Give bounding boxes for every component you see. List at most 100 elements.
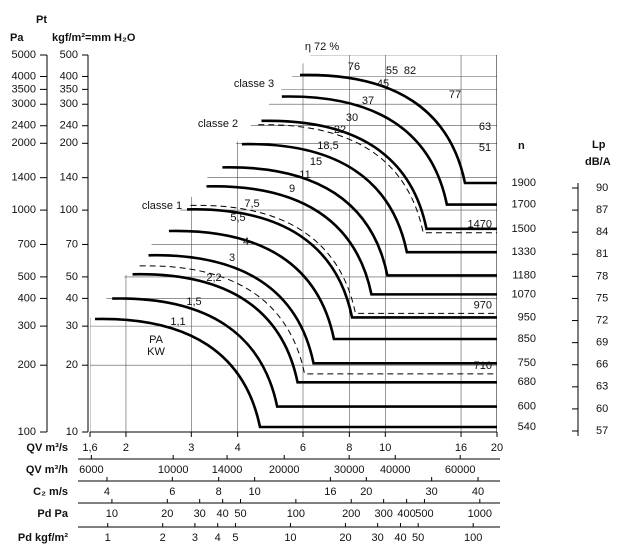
n-label: 540 <box>518 421 536 433</box>
x-tick-label: 6 <box>300 442 306 454</box>
n-label: 1700 <box>512 198 536 210</box>
x-axis-label: QV m³/s <box>26 442 68 454</box>
pa-tick-label: 2000 <box>12 137 36 149</box>
x-tick-label: 16 <box>324 486 336 498</box>
lp-tick-label: 63 <box>596 381 608 393</box>
fan-curve <box>187 208 497 319</box>
lp-tick-label: 78 <box>596 270 608 282</box>
kgf-tick-label: 240 <box>60 120 78 132</box>
x-tick-label: 4 <box>104 486 110 498</box>
kgf-tick-label: 10 <box>66 426 78 438</box>
power-label: 3 <box>229 252 235 264</box>
power-label: 2,2 <box>206 272 221 284</box>
x-tick-label: 500 <box>415 508 433 520</box>
kgf-tick-label: 500 <box>60 49 78 61</box>
n-dashed-label: 1470 <box>468 219 492 231</box>
lp-unit: dB/A <box>585 156 611 168</box>
n-label: 750 <box>518 357 536 369</box>
x-tick-label: 16 <box>455 442 467 454</box>
x-axis-label: Pd Pa <box>37 508 68 520</box>
x-axis-label: C₂ m/s <box>33 486 68 498</box>
n-label: 1330 <box>512 246 536 258</box>
power-label: 5,5 <box>230 212 245 224</box>
n-label: n <box>518 140 525 152</box>
x-axis-label: QV m³/h <box>26 464 68 476</box>
pa-tick-label: 500 <box>18 271 36 283</box>
x-tick-label: 2 <box>160 532 166 544</box>
lp-tick-label: 87 <box>596 204 608 216</box>
pa-tick-label: 4000 <box>12 70 36 82</box>
lp-label: Lp <box>592 139 606 151</box>
lp-tick-label: 57 <box>596 425 608 437</box>
x-tick-label: 10 <box>379 442 391 454</box>
fan-curve <box>241 142 497 254</box>
kgf-tick-label: 300 <box>60 98 78 110</box>
x-tick-label: 50 <box>412 532 424 544</box>
x-tick-label: 100 <box>464 532 482 544</box>
pa-tick-label: 700 <box>18 238 36 250</box>
x-tick-label: 1,6 <box>82 442 97 454</box>
lp-tick-label: 72 <box>596 314 608 326</box>
x-tick-label: 10 <box>249 486 261 498</box>
pa-tick-label: 300 <box>18 320 36 332</box>
lp-tick-label: 75 <box>596 292 608 304</box>
x-tick-label: 30000 <box>334 464 365 476</box>
kgf-tick-label: 30 <box>66 320 78 332</box>
kgf-tick-label: 400 <box>60 70 78 82</box>
pa-tick-label: 200 <box>18 359 36 371</box>
fan-curve <box>168 229 497 341</box>
x-tick-label: 1 <box>105 532 111 544</box>
x-tick-label: 20 <box>360 486 372 498</box>
pa-tick-label: 100 <box>18 426 36 438</box>
power-label: 55 <box>386 65 398 77</box>
fan-curve <box>112 297 497 408</box>
x-tick-label: 10000 <box>158 464 189 476</box>
n-dashed-label: 710 <box>474 360 492 372</box>
lp-tick-label: 66 <box>596 359 608 371</box>
pa-tick-label: 1400 <box>12 172 36 184</box>
x-tick-label: 2 <box>123 442 129 454</box>
n-label: 950 <box>518 311 536 323</box>
fan-curve <box>94 317 497 429</box>
x-tick-label: 4 <box>215 532 221 544</box>
x-tick-label: 6000 <box>79 464 103 476</box>
efficiency-label: 63 <box>479 121 491 133</box>
power-label: 30 <box>346 112 358 124</box>
x-tick-label: 10 <box>106 508 118 520</box>
power-label: 45 <box>377 78 389 90</box>
n-dashed-label: 970 <box>474 299 492 311</box>
x-tick-label: 30 <box>426 486 438 498</box>
power-label: 22 <box>334 124 346 136</box>
pa-tick-label: 5000 <box>12 49 36 61</box>
x-tick-label: 40000 <box>380 464 411 476</box>
x-tick-label: 30 <box>194 508 206 520</box>
x-tick-label: 50 <box>234 508 246 520</box>
pa-label: Pa <box>10 32 24 44</box>
efficiency-label: 82 <box>404 65 416 77</box>
n-label: 1900 <box>512 177 536 189</box>
power-label: 15 <box>310 156 322 168</box>
efficiency-label: η 72 % <box>305 41 339 53</box>
x-tick-label: 8 <box>216 486 222 498</box>
kgf-tick-label: 50 <box>66 271 78 283</box>
kgf-label: kgf/m²=mm H₂O <box>52 32 136 44</box>
fan-curve <box>222 166 497 277</box>
x-axis-label: Pd kgf/m² <box>18 532 68 544</box>
x-tick-label: 20000 <box>269 464 300 476</box>
x-tick-label: 6 <box>169 486 175 498</box>
kgf-tick-label: 200 <box>60 137 78 149</box>
x-tick-label: 300 <box>374 508 392 520</box>
lp-tick-label: 84 <box>596 226 608 238</box>
fan-curve-dashed <box>139 265 497 375</box>
fan-curve <box>261 119 497 231</box>
x-tick-label: 14000 <box>212 464 243 476</box>
fan-curve-dashed <box>258 124 497 234</box>
n-label: 1180 <box>512 269 536 281</box>
efficiency-label: 51 <box>479 142 491 154</box>
kgf-tick-label: 100 <box>60 204 78 216</box>
x-tick-label: 40 <box>217 508 229 520</box>
fan-curve <box>206 185 497 296</box>
lp-tick-label: 90 <box>596 182 608 194</box>
fan-curve <box>281 95 497 206</box>
